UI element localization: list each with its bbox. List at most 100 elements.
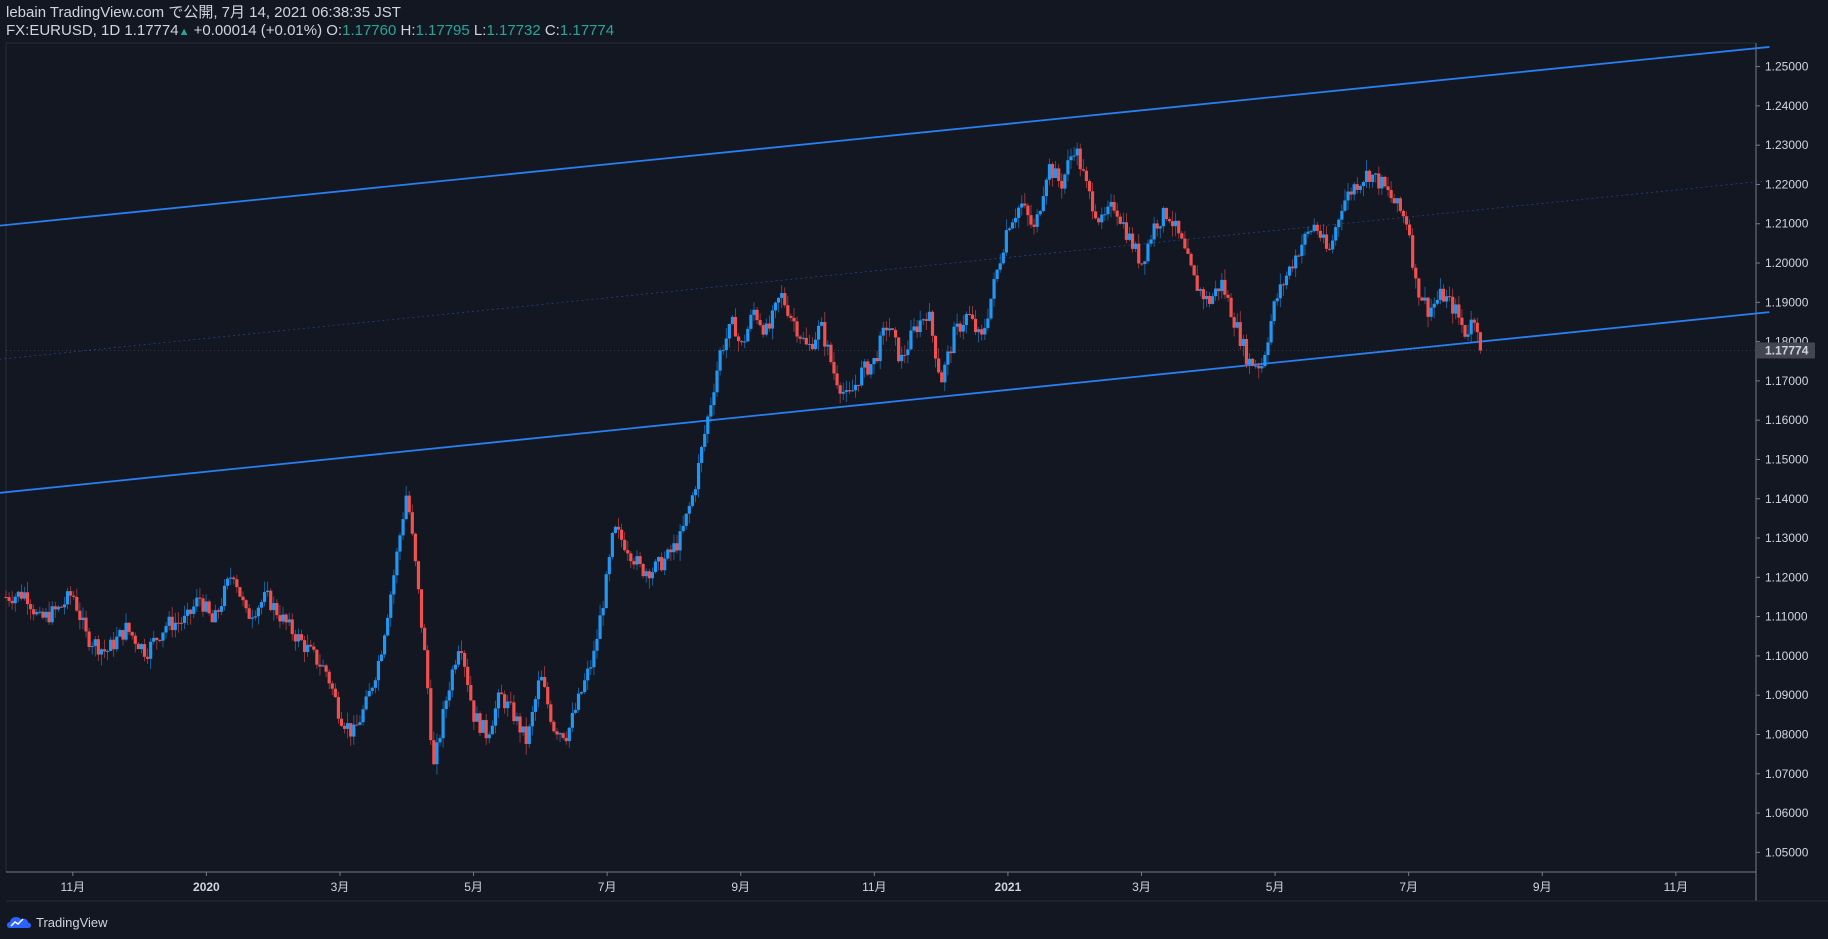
candle-body — [829, 344, 833, 363]
tradingview-brand[interactable]: TradingView — [6, 914, 108, 930]
candle-body — [927, 311, 932, 321]
candle-body — [897, 337, 901, 362]
price-tick-label: 1.06000 — [1765, 806, 1809, 820]
candle-body — [1063, 174, 1067, 189]
candle-body — [626, 550, 630, 554]
candle-body — [995, 269, 999, 280]
candle-body — [109, 639, 113, 651]
price-axis[interactable]: 1.25000 1.24000 1.23000 1.22000 1.21000 1.200… — [1756, 60, 1815, 860]
price-tick-label: 1.12000 — [1765, 570, 1809, 584]
candle-body — [506, 701, 510, 709]
candle-body — [573, 709, 578, 713]
candle-body — [1026, 205, 1030, 216]
candle-body — [1032, 224, 1036, 227]
candle-body — [1466, 334, 1470, 337]
candle-body — [712, 392, 716, 406]
candle-body — [810, 343, 815, 350]
candle-body — [1229, 297, 1233, 318]
candle-body — [373, 680, 377, 688]
candle-body — [56, 606, 60, 610]
candle-body — [269, 590, 273, 611]
trendline-mid-channel[interactable] — [0, 180, 1770, 360]
price-tick-label: 1.14000 — [1765, 492, 1809, 506]
candle-body — [672, 543, 676, 553]
candle-body — [112, 639, 116, 650]
candle-body — [293, 634, 297, 642]
candle-body — [124, 622, 128, 640]
candle-body — [1327, 248, 1332, 250]
price-tick-label: 1.22000 — [1765, 177, 1809, 191]
candle-body — [678, 531, 682, 551]
candle-body — [629, 553, 633, 562]
candle-body — [459, 651, 464, 654]
candle-body — [1124, 222, 1129, 240]
candle-body — [1460, 317, 1464, 325]
candle-body — [669, 549, 673, 553]
candle-body — [850, 390, 855, 392]
candle-body — [296, 634, 301, 642]
candle-body — [1306, 231, 1310, 234]
candle-body — [496, 692, 501, 709]
candle-body — [826, 344, 830, 347]
price-tick-label: 1.21000 — [1765, 217, 1809, 231]
candle-body — [287, 619, 291, 623]
candle-body — [29, 604, 33, 610]
candle-body — [887, 328, 892, 331]
candle-body — [432, 740, 436, 765]
candle-body — [1383, 176, 1387, 187]
candle-body — [789, 315, 793, 318]
candle-body — [475, 713, 479, 722]
candle-body — [992, 279, 996, 299]
time-tick-label: 3月 — [331, 880, 350, 894]
candle-body — [1155, 223, 1159, 229]
candle-body — [4, 596, 8, 598]
candle-body — [1084, 170, 1088, 182]
trendline-upper-channel[interactable] — [0, 46, 1770, 227]
candle-body — [727, 324, 731, 339]
candle-body — [1087, 181, 1092, 192]
price-tick-label: 1.23000 — [1765, 138, 1809, 152]
candle-body — [1257, 365, 1261, 369]
candle-body — [1389, 190, 1393, 199]
candle-body — [872, 358, 876, 365]
candle-body — [690, 495, 695, 506]
symbol-label[interactable]: FX:EURUSD, 1D — [6, 22, 121, 39]
candle-body — [81, 617, 85, 621]
price-tick-label: 1.13000 — [1765, 531, 1809, 545]
candle-body — [1217, 288, 1221, 292]
candle-body — [801, 337, 805, 339]
candle-body — [1189, 253, 1193, 266]
candle-body — [47, 611, 51, 623]
candle-body — [229, 577, 233, 579]
candle-body — [145, 656, 150, 659]
price-tick-label: 1.16000 — [1765, 413, 1809, 427]
candle-body — [512, 702, 516, 722]
candle-body — [1386, 186, 1390, 191]
trendlines[interactable] — [0, 46, 1770, 494]
candle-body — [912, 326, 916, 331]
candle-body — [736, 336, 741, 342]
time-axis[interactable]: 11月 2020 3月 5月 7月 9月 11月 2021 3月 5月 7月 9月 11月 — [61, 872, 1689, 894]
candle-body — [1121, 222, 1125, 224]
candle-body — [1174, 220, 1178, 227]
candle-body — [1023, 203, 1027, 206]
high-label: H: — [400, 22, 416, 39]
candle-body — [1318, 230, 1322, 238]
candle-body — [198, 597, 202, 599]
candle-body — [903, 354, 907, 356]
candle-body — [444, 700, 448, 710]
candle-body — [1346, 191, 1350, 201]
candle-body — [1247, 358, 1252, 365]
candle-body — [918, 320, 922, 333]
candle-body — [770, 310, 775, 329]
candle-body — [632, 561, 636, 565]
trendline-lower-channel[interactable] — [0, 311, 1770, 494]
candle-body — [660, 557, 664, 571]
price-tick-label: 1.15000 — [1765, 452, 1809, 466]
candle-body — [1312, 224, 1316, 232]
candle-body — [958, 323, 962, 332]
candle-body — [395, 551, 399, 576]
candle-body — [1260, 366, 1264, 369]
candle-body — [1100, 214, 1104, 223]
